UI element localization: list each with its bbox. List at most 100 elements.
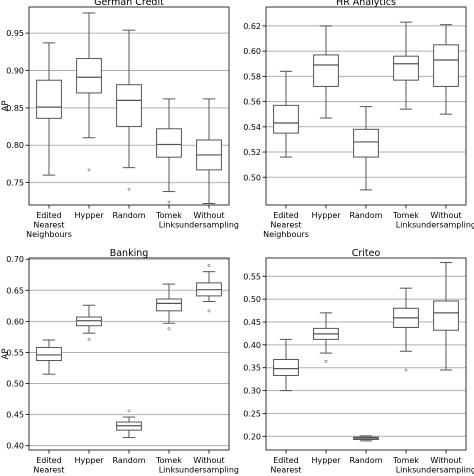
x-tick-label: Links: [396, 221, 417, 230]
y-tick-label: 0.45: [6, 411, 24, 420]
chart-panel-2: 0.40 0.45 0.50 0.55 0.60 0.65 0.70 EditedNeares…: [1, 248, 239, 476]
box-iqr: [393, 55, 419, 81]
x-tick-label: Hypper: [74, 456, 104, 465]
y-tick-label: 0.55: [243, 272, 261, 281]
x-tick-label: Links: [396, 466, 417, 475]
y-tick-label: 0.30: [243, 387, 261, 396]
y-tick-label: 0.95: [6, 29, 24, 38]
x-tick-label: Random: [112, 211, 145, 220]
flier-point: [167, 327, 171, 331]
y-tick-label: 0.50: [243, 173, 261, 182]
x-tick-label: Tomek: [392, 456, 419, 465]
x-tick-label: Random: [112, 456, 145, 465]
axes-frame: [28, 257, 230, 451]
x-tick-label: Tomek: [155, 456, 182, 465]
x-tick-label: Edited: [36, 456, 62, 465]
y-axis-label: AP: [1, 349, 11, 360]
box-3: [156, 283, 182, 331]
box-4: [196, 98, 222, 205]
chart-title: German Credit: [94, 0, 164, 8]
x-tick-label: Edited: [273, 456, 299, 465]
y-tick-label: 0.85: [6, 104, 24, 113]
y-tick-label: 0.60: [6, 317, 24, 326]
box-0: [273, 70, 299, 158]
y-tick-label: 0.55: [6, 348, 24, 357]
box-iqr: [36, 79, 62, 119]
box-iqr: [156, 128, 182, 158]
x-tick-label: Hypper: [74, 211, 104, 220]
box-3: [393, 287, 419, 372]
axes-frame: [265, 257, 467, 451]
flier-point: [167, 200, 171, 204]
flier-point: [87, 337, 91, 341]
x-tick-label: undersampling: [416, 221, 474, 230]
chart-panel-0: 0.75 0.80 0.85 0.90 0.95 EditedNearestNeighbo…: [1, 0, 239, 239]
x-tick-label: Links: [159, 466, 180, 475]
box-iqr: [156, 298, 182, 312]
box-4: [433, 262, 459, 371]
y-tick-label: 0.40: [6, 442, 24, 451]
box-2: [116, 29, 142, 191]
chart-panel-1: 0.50 0.52 0.54 0.56 0.58 0.60 0.62 EditedNeares…: [243, 0, 474, 239]
box-iqr: [433, 44, 459, 87]
box-iqr: [76, 316, 102, 327]
flier-point: [207, 264, 211, 267]
box-0: [273, 338, 299, 392]
box-3: [156, 98, 182, 204]
y-tick-label: 0.35: [243, 364, 261, 373]
flier-point: [324, 359, 328, 363]
y-tick-label: 0.25: [243, 409, 261, 418]
x-tick-label: Nearest: [33, 221, 64, 230]
x-tick-label: Hypper: [311, 456, 341, 465]
x-tick-label: Hypper: [311, 211, 341, 220]
x-tick-label: Nearest: [270, 466, 301, 475]
x-tick-label: Without: [193, 456, 224, 465]
chart-title: Banking: [110, 248, 149, 259]
y-tick-label: 0.70: [6, 255, 24, 264]
box-iqr: [353, 128, 379, 158]
box-1: [313, 312, 339, 363]
chart-title: HR Analytics: [336, 0, 396, 8]
x-tick-label: Neighbours: [26, 230, 72, 239]
y-tick-label: 0.52: [243, 148, 261, 157]
flier-point: [207, 309, 211, 313]
box-0: [36, 339, 62, 375]
flier-point: [404, 368, 408, 372]
y-tick-label: 0.45: [243, 318, 261, 327]
flier-point: [127, 187, 131, 191]
x-tick-label: Edited: [273, 211, 299, 220]
flier-point: [127, 409, 131, 413]
box-2: [353, 106, 379, 191]
x-tick-label: Links: [159, 221, 180, 230]
y-tick-label: 0.75: [6, 179, 24, 188]
box-1: [76, 304, 102, 341]
y-tick-label: 0.50: [6, 380, 24, 389]
chart-title: Criteo: [352, 248, 381, 259]
y-tick-label: 0.80: [6, 141, 24, 150]
x-tick-label: undersampling: [179, 221, 239, 230]
x-tick-label: undersampling: [179, 466, 239, 475]
box-iqr: [433, 300, 459, 331]
y-tick-label: 0.20: [243, 432, 261, 441]
box-2: [353, 435, 379, 442]
y-tick-label: 0.50: [243, 295, 261, 304]
x-tick-label: undersampling: [416, 466, 474, 475]
y-tick-label: 0.65: [6, 286, 24, 295]
chart-panel-3: 0.20 0.25 0.30 0.35 0.40 0.45 0.50 0.55 EditedNe…: [243, 248, 474, 476]
y-tick-label: 0.40: [243, 341, 261, 350]
box-2: [116, 409, 142, 439]
x-tick-label: Nearest: [270, 221, 301, 230]
x-tick-label: Nearest: [33, 466, 64, 475]
x-tick-label: Tomek: [392, 211, 419, 220]
y-tick-label: 0.62: [243, 22, 261, 31]
x-tick-label: Without: [430, 456, 461, 465]
x-tick-label: Without: [193, 211, 224, 220]
y-tick-label: 0.60: [243, 47, 261, 56]
flier-point: [87, 168, 91, 172]
y-tick-label: 0.54: [243, 123, 261, 132]
x-tick-label: Edited: [36, 211, 62, 220]
box-0: [36, 42, 62, 176]
x-tick-label: Neighbours: [263, 230, 309, 239]
box-iqr: [76, 58, 102, 94]
